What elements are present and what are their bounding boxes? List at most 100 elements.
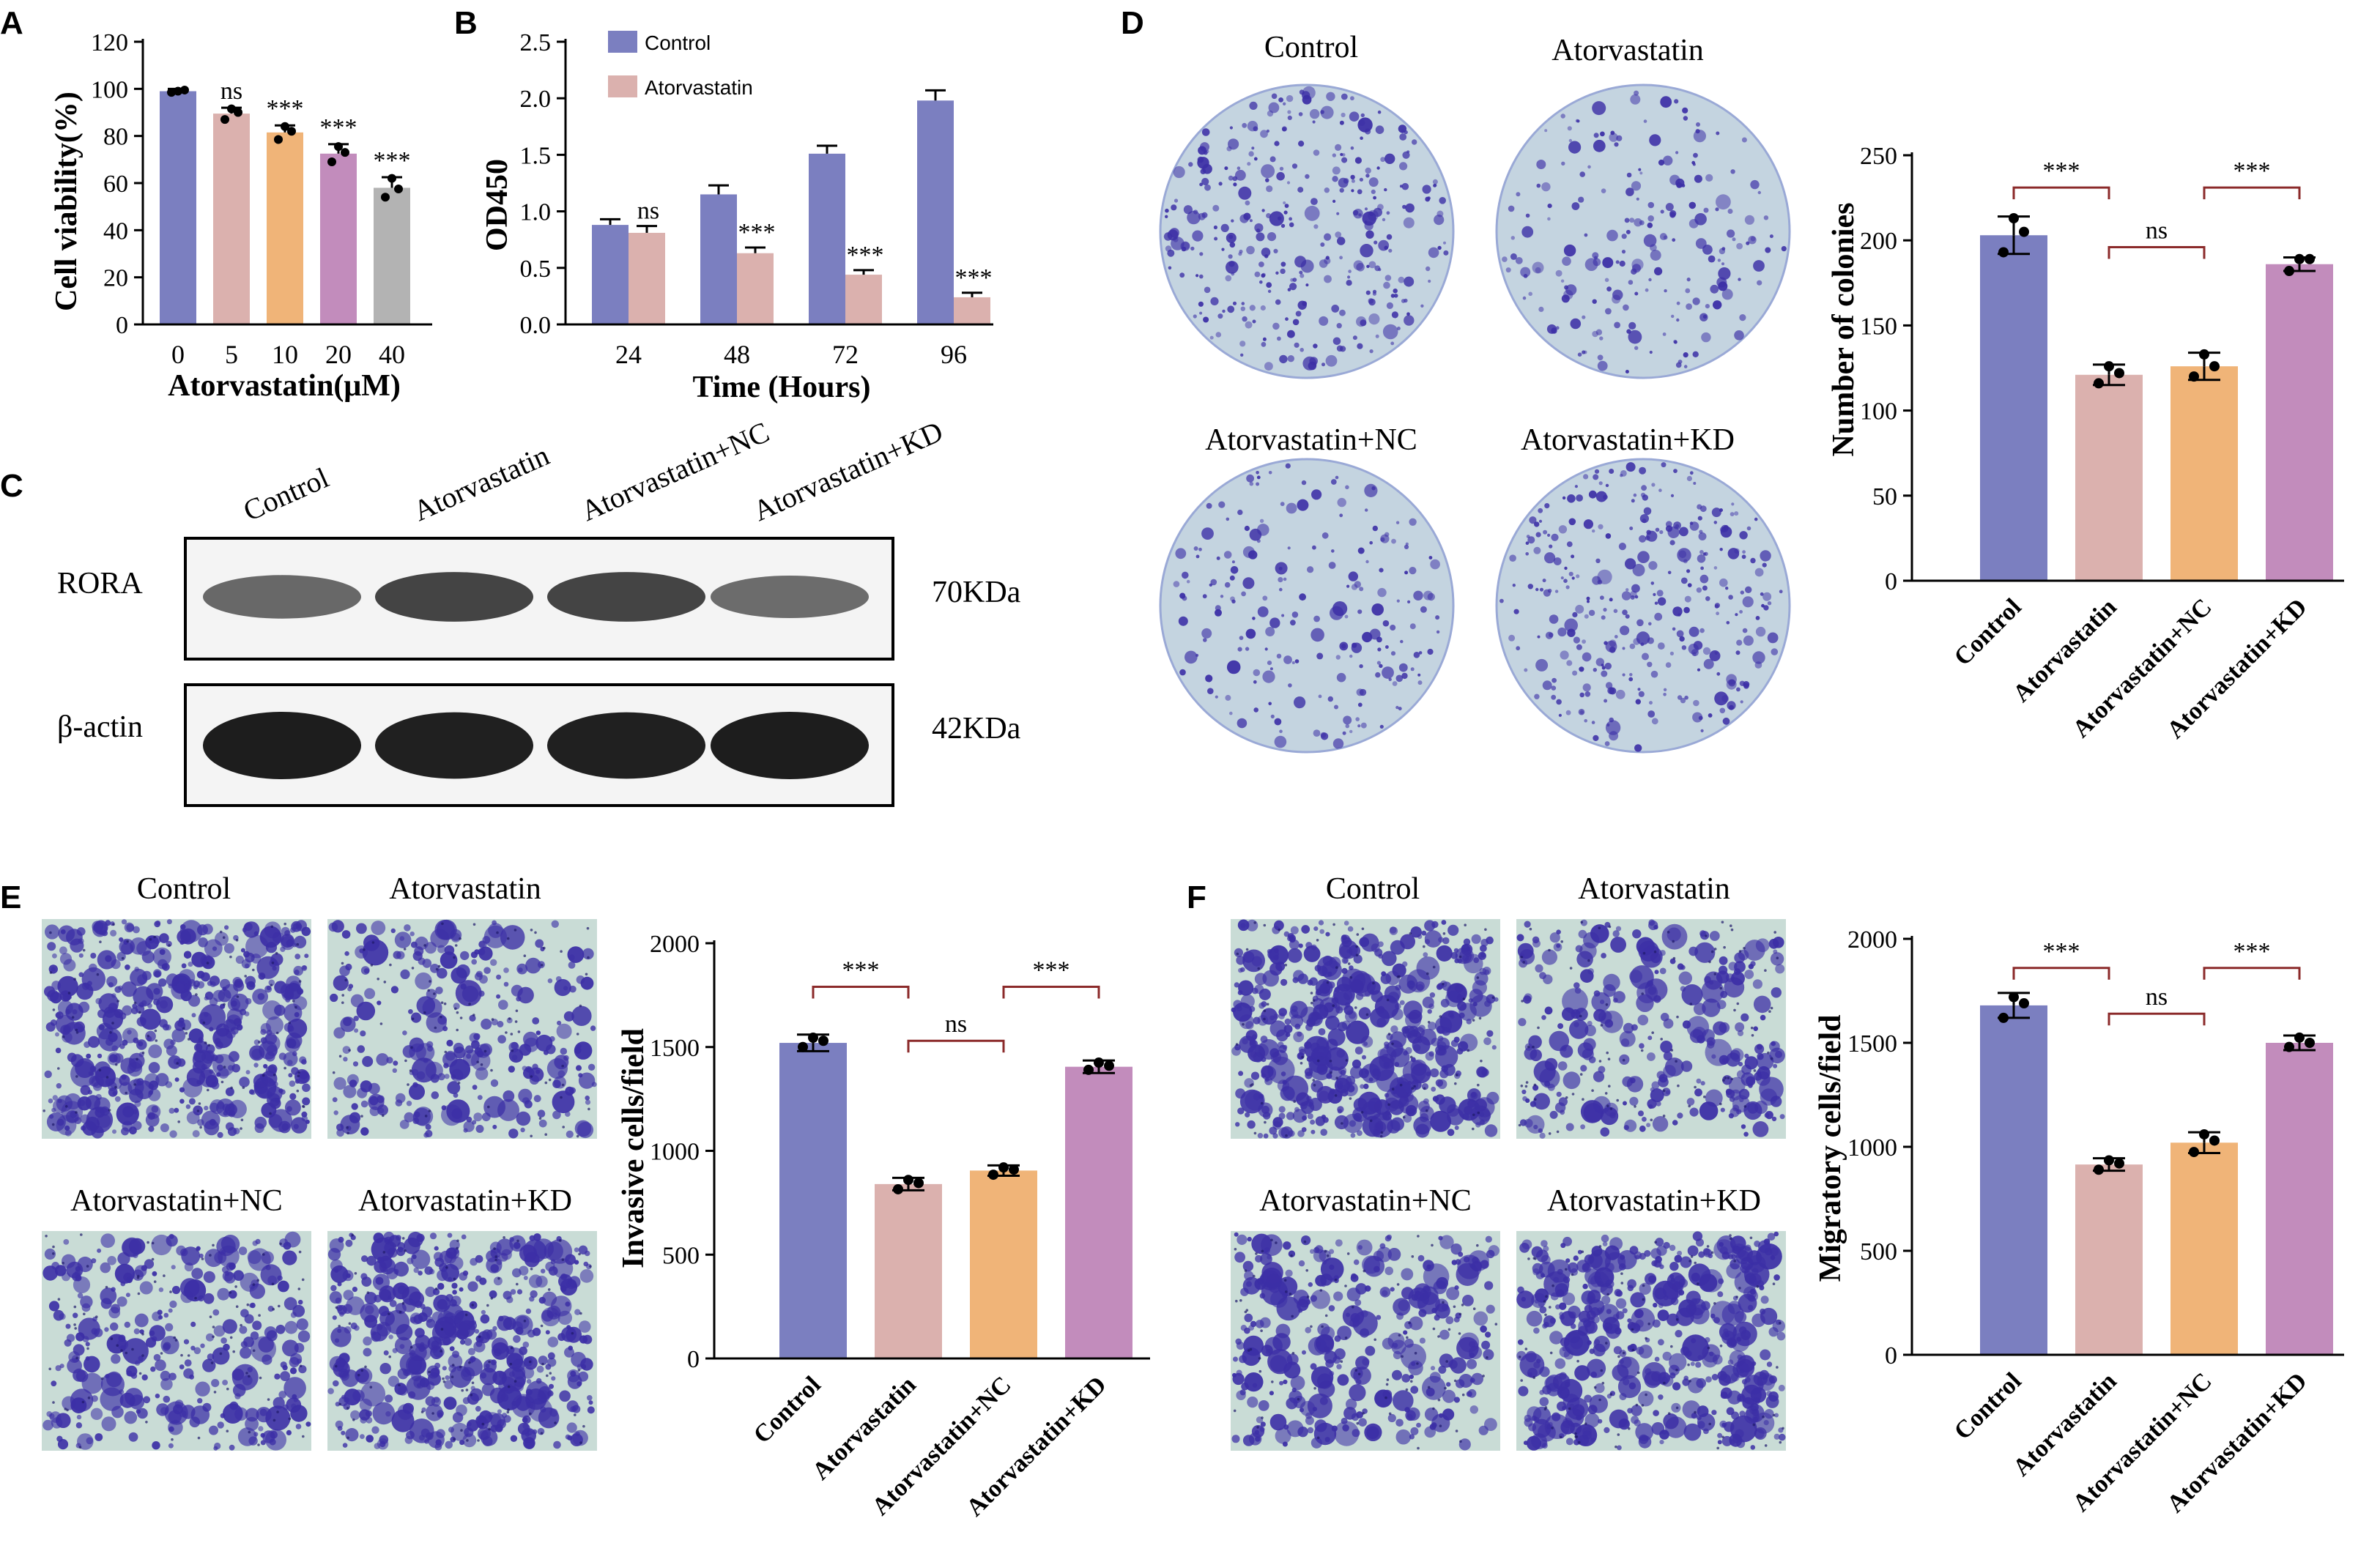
axes: 0 500 1000 1500 2000: [650, 931, 1150, 1373]
bar: [213, 114, 250, 324]
data-point: [2019, 226, 2029, 237]
panel-letter-c: C: [0, 468, 23, 504]
data-point: [893, 1183, 903, 1194]
y-tick-label: 150: [1860, 313, 1897, 340]
bar: [1980, 235, 2047, 581]
y-tick-label: 2000: [1847, 926, 1897, 953]
significance-label: ns: [2146, 217, 2168, 244]
protein-label-beta-actin: β-actin: [57, 710, 143, 744]
image-label: Atorvastatin+NC: [70, 1184, 283, 1218]
bar: [2266, 1043, 2333, 1355]
significance-bracket: [2107, 245, 2206, 259]
data-point: [2199, 349, 2209, 360]
data-point: [2294, 1032, 2305, 1043]
y-tick-label: 1000: [650, 1139, 700, 1166]
data-point: [2305, 253, 2315, 264]
bar: [737, 253, 774, 324]
legend-swatch-control: [608, 31, 637, 53]
significance-label: ***: [738, 219, 776, 246]
data-point: [2019, 998, 2029, 1009]
colony-count-chart: Number of colonies ControlAtorvastatinAt…: [1827, 143, 2344, 744]
legend-swatch-atorvastatin: [608, 75, 637, 97]
data-point: [2189, 371, 2199, 382]
significance-bracket: [2012, 186, 2110, 200]
x-tick-label: Control: [1949, 1367, 2027, 1445]
bar: [845, 275, 882, 324]
data-point: [913, 1178, 924, 1189]
panel-letter-e: E: [0, 880, 21, 915]
bar: [320, 153, 357, 324]
data-point: [2104, 1155, 2114, 1166]
blot-lane-labels: Control Atorvastatin Atorvastatin+NCAtorva…: [238, 414, 947, 527]
significance-label: ***: [2043, 938, 2080, 965]
y-tick-label: 0: [1885, 1342, 1897, 1369]
data-point: [341, 148, 349, 157]
x-tick-label: 96: [941, 340, 967, 369]
y-tick-label: 80: [103, 124, 128, 151]
data-point: [2009, 212, 2019, 223]
y-tick-label: 0: [1885, 568, 1897, 595]
significance-label: ***: [2233, 157, 2271, 185]
transwell-image: [42, 919, 311, 1139]
data-point: [1998, 1012, 2009, 1023]
y-tick-label: 20: [103, 265, 128, 292]
x-tick-label: Control: [749, 1371, 826, 1449]
invasion-chart: Invasive cells/field ControlAtorvastatin…: [617, 931, 1150, 1522]
data-point: [1104, 1060, 1114, 1071]
data-point: [1094, 1057, 1104, 1068]
y-axis-label: Number of colonies: [1827, 203, 1861, 457]
data-point: [174, 86, 182, 96]
data-point: [1083, 1064, 1094, 1075]
panel-letter-d: D: [1121, 5, 1144, 41]
axes: 0.0 0.5 1.0 1.5 2.0 2.5: [520, 29, 993, 339]
bar: [1980, 1005, 2047, 1355]
data-point: [2284, 1041, 2294, 1052]
lane-label: Atorvastatin+NC: [576, 415, 774, 527]
legend: Control Atorvastatin: [608, 31, 753, 99]
x-tick-label: Control: [1949, 593, 2027, 671]
bar: [2170, 366, 2238, 581]
x-tick-label: 10: [272, 340, 298, 369]
data-point: [327, 157, 336, 167]
y-tick-label: 1000: [1847, 1134, 1897, 1161]
panel-letter-b: B: [454, 5, 478, 41]
transwell-image: [42, 1231, 311, 1451]
legend-label-control: Control: [645, 31, 711, 54]
bar: [267, 132, 303, 324]
blot-band: [547, 712, 705, 779]
significance-bracket: [812, 986, 910, 999]
y-tick-label: 0: [687, 1346, 700, 1373]
image-label: Atorvastatin+NC: [1259, 1184, 1472, 1218]
image-label: Atorvastatin+KD: [1521, 423, 1735, 457]
data-point: [2199, 1129, 2209, 1139]
y-tick-label: 120: [91, 29, 128, 56]
data-point: [798, 1041, 808, 1052]
significance-label: ***: [267, 95, 304, 122]
bar: [779, 1043, 847, 1358]
image-label: Atorvastatin+KD: [1547, 1184, 1761, 1218]
bar: [2170, 1142, 2238, 1355]
data-point: [388, 174, 396, 183]
y-tick-label: 0.5: [520, 256, 552, 283]
bar: [1065, 1066, 1132, 1358]
significance-bracket: [1002, 986, 1100, 999]
bar: [160, 91, 196, 325]
invasion-images: Control Atorvastatin Atorvastatin+NC Atorva…: [42, 872, 597, 1451]
data-point: [2104, 361, 2114, 372]
significance-bracket: [2012, 967, 2110, 980]
significance-label: ***: [2043, 157, 2080, 185]
axes: 0 50 100 150 200 250: [1860, 143, 2344, 595]
legend-label-atorvastatin: Atorvastatin: [645, 76, 753, 99]
data-point: [2189, 1147, 2199, 1158]
data-point: [281, 122, 289, 131]
colony-dish-image: [1495, 458, 1791, 754]
bar: [2266, 264, 2333, 581]
colony-dish-image: [1159, 83, 1455, 379]
y-tick-label: 60: [103, 171, 128, 198]
y-tick-label: 200: [1860, 228, 1897, 255]
migration-chart: Migratory cells/field ControlAtorvastati…: [1814, 926, 2344, 1518]
blot-band: [375, 572, 533, 622]
significance-label: ***: [374, 147, 411, 174]
significance-label: ***: [842, 957, 880, 984]
